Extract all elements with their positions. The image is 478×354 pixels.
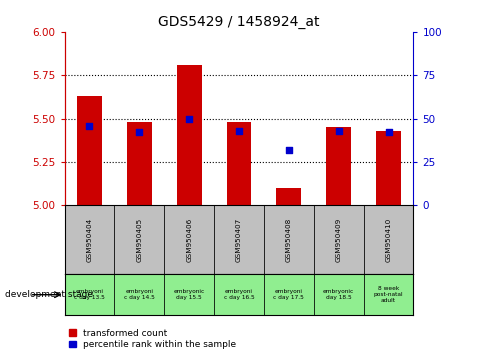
Bar xyxy=(264,274,314,315)
Bar xyxy=(65,274,114,315)
Point xyxy=(235,128,243,133)
Bar xyxy=(214,274,264,315)
Bar xyxy=(227,122,251,205)
Point xyxy=(285,147,293,153)
Point xyxy=(335,128,343,133)
Point xyxy=(135,130,143,135)
Text: GSM950404: GSM950404 xyxy=(87,218,92,262)
Text: embryonic
day 15.5: embryonic day 15.5 xyxy=(174,289,205,300)
Bar xyxy=(314,274,364,315)
Bar xyxy=(77,96,102,205)
Bar xyxy=(314,205,364,274)
Text: GSM950407: GSM950407 xyxy=(236,218,242,262)
Bar xyxy=(114,274,164,315)
Text: 8 week
post-natal
adult: 8 week post-natal adult xyxy=(374,286,403,303)
Point xyxy=(185,116,193,121)
Text: development stage: development stage xyxy=(5,290,93,299)
Bar xyxy=(364,274,413,315)
Bar xyxy=(364,205,413,274)
Bar xyxy=(177,65,202,205)
Text: GSM950406: GSM950406 xyxy=(186,218,192,262)
Text: GSM950405: GSM950405 xyxy=(136,218,142,262)
Bar xyxy=(65,205,114,274)
Title: GDS5429 / 1458924_at: GDS5429 / 1458924_at xyxy=(158,16,320,29)
Bar xyxy=(376,131,401,205)
Bar xyxy=(164,205,214,274)
Text: GSM950409: GSM950409 xyxy=(336,218,342,262)
Bar xyxy=(326,127,351,205)
Bar xyxy=(276,188,301,205)
Bar xyxy=(264,205,314,274)
Text: embryoni
c day 16.5: embryoni c day 16.5 xyxy=(224,289,254,300)
Text: embryoni
c day 17.5: embryoni c day 17.5 xyxy=(273,289,304,300)
Text: GSM950410: GSM950410 xyxy=(386,218,391,262)
Bar xyxy=(164,274,214,315)
Bar xyxy=(114,205,164,274)
Bar xyxy=(214,205,264,274)
Bar xyxy=(127,122,152,205)
Legend: transformed count, percentile rank within the sample: transformed count, percentile rank withi… xyxy=(69,329,237,349)
Text: embryoni
c day 14.5: embryoni c day 14.5 xyxy=(124,289,155,300)
Point xyxy=(385,130,392,135)
Text: embryoni
c day 13.5: embryoni c day 13.5 xyxy=(74,289,105,300)
Text: embryonic
day 18.5: embryonic day 18.5 xyxy=(323,289,354,300)
Text: GSM950408: GSM950408 xyxy=(286,218,292,262)
Point xyxy=(86,123,93,129)
